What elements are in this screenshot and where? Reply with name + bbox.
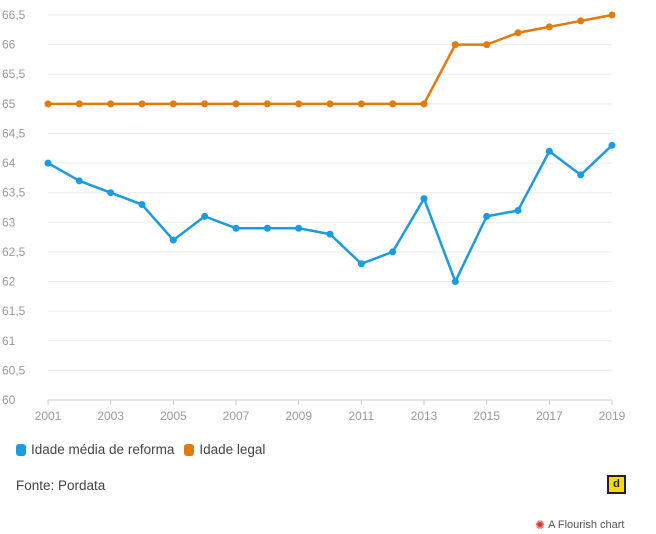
data-point[interactable]: [514, 206, 522, 214]
legend-label-series-1: Idade média de reforma: [31, 442, 175, 457]
data-point[interactable]: [295, 224, 303, 232]
y-tick-label: 63: [2, 215, 16, 229]
data-point[interactable]: [608, 141, 616, 149]
series-2: [44, 11, 616, 108]
flourish-logo-icon[interactable]: d: [607, 475, 626, 494]
data-point[interactable]: [389, 100, 397, 108]
y-axis-ticks: 60 60,5 61 61,5 62 62,5 63 63,5 64 64,5 65 65,5 66 66…: [2, 8, 26, 407]
data-point[interactable]: [75, 177, 83, 185]
data-point[interactable]: [483, 212, 491, 220]
y-tick-label: 65,5: [2, 67, 26, 81]
x-axis-ticks: 2001 2003 2005 2007 2009 2011 2013 2015 2017 2019: [35, 400, 626, 423]
y-tick-label: 66,5: [2, 8, 26, 22]
data-point[interactable]: [138, 100, 146, 108]
data-point[interactable]: [169, 100, 177, 108]
x-tick-label: 2017: [536, 409, 563, 423]
series-line-2: [48, 13, 613, 106]
data-point[interactable]: [232, 100, 240, 108]
data-point[interactable]: [420, 100, 428, 108]
data-point[interactable]: [420, 195, 428, 203]
data-point[interactable]: [608, 11, 616, 19]
series-lines: [44, 11, 616, 286]
data-point[interactable]: [169, 236, 177, 244]
source-note: Fonte: Pordata: [16, 478, 106, 493]
y-tick-label: 60: [2, 393, 16, 407]
series-1: [44, 141, 616, 286]
flourish-logo-letter: d: [613, 478, 620, 490]
legend-swatch-series-2: [184, 443, 195, 456]
x-tick-label: 2009: [285, 409, 312, 423]
data-point[interactable]: [75, 100, 83, 108]
data-point[interactable]: [357, 260, 365, 268]
data-point[interactable]: [263, 100, 271, 108]
grid-lines: [48, 14, 612, 401]
data-point[interactable]: [389, 248, 397, 256]
data-point[interactable]: [232, 224, 240, 232]
line-chart: 60 60,5 61 61,5 62 62,5 63 63,5 64 64,5 65 65,5 66 66…: [2, 8, 626, 423]
legend-label-series-2: Idade legal: [199, 442, 266, 457]
y-tick-label: 62,5: [2, 245, 26, 259]
y-tick-label: 61: [2, 334, 16, 348]
data-point[interactable]: [44, 100, 52, 108]
y-tick-label: 60,5: [2, 363, 26, 377]
y-tick-label: 66: [2, 38, 16, 52]
data-point[interactable]: [44, 159, 52, 167]
x-tick-label: 2007: [223, 409, 250, 423]
x-tick-label: 2003: [97, 409, 124, 423]
x-tick-label: 2015: [473, 409, 500, 423]
data-point[interactable]: [201, 100, 209, 108]
data-point[interactable]: [357, 100, 365, 108]
x-tick-label: 2001: [35, 409, 62, 423]
x-tick-label: 2013: [411, 409, 438, 423]
y-tick-label: 64,5: [2, 126, 26, 140]
data-point[interactable]: [545, 147, 553, 155]
data-point[interactable]: [545, 23, 553, 31]
data-point[interactable]: [107, 189, 115, 197]
data-point[interactable]: [483, 41, 491, 49]
data-point[interactable]: [107, 100, 115, 108]
flourish-credit-label: A Flourish chart: [548, 519, 625, 531]
data-point[interactable]: [451, 278, 459, 286]
data-point[interactable]: [577, 17, 585, 25]
data-point[interactable]: [577, 171, 585, 179]
data-point[interactable]: [451, 41, 459, 49]
legend: Idade média de reforma Idade legal: [16, 442, 275, 457]
y-tick-label: 63,5: [2, 186, 26, 200]
y-tick-label: 64: [2, 156, 16, 170]
legend-item-series-2[interactable]: Idade legal: [184, 442, 265, 457]
y-tick-label: 65: [2, 97, 16, 111]
data-point[interactable]: [326, 100, 334, 108]
x-tick-label: 2011: [348, 409, 374, 423]
data-point[interactable]: [514, 29, 522, 37]
legend-item-series-1[interactable]: Idade média de reforma: [16, 442, 174, 457]
x-tick-label: 2019: [599, 409, 626, 423]
data-point[interactable]: [138, 201, 146, 209]
flourish-burst-icon: ✺: [535, 518, 546, 532]
series-line-1: [47, 144, 613, 283]
data-point[interactable]: [201, 212, 209, 220]
data-point[interactable]: [295, 100, 303, 108]
y-tick-label: 62: [2, 275, 16, 289]
flourish-credit-link[interactable]: ✺ A Flourish chart: [535, 518, 624, 532]
data-point[interactable]: [263, 224, 271, 232]
x-tick-label: 2005: [160, 409, 187, 423]
legend-swatch-series-1: [16, 443, 26, 456]
y-tick-label: 61,5: [2, 304, 26, 318]
data-point[interactable]: [326, 230, 334, 238]
